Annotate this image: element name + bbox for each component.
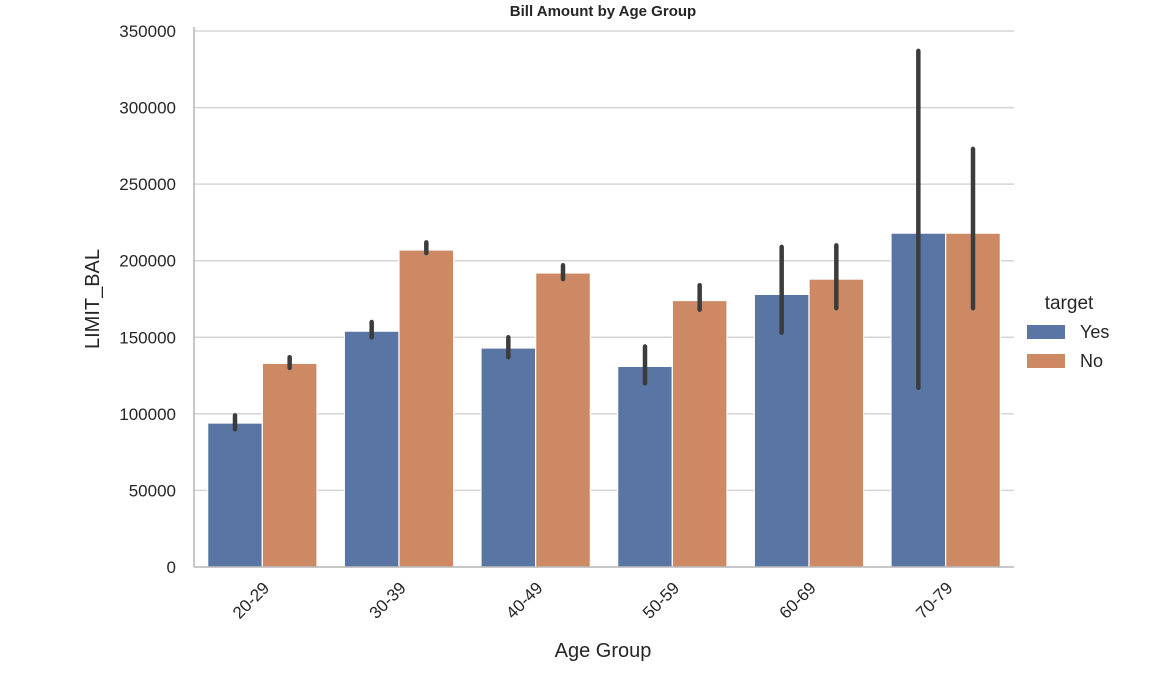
x-tick-label: 40-49 [502, 578, 546, 622]
grid-lines [194, 30, 1014, 492]
legend-swatch-no [1027, 354, 1065, 368]
bar-no-30-39 [398, 249, 455, 568]
bars [207, 232, 1001, 568]
y-tick-label: 100000 [119, 405, 176, 424]
legend-swatch-yes [1027, 325, 1065, 339]
y-tick-label: 50000 [129, 481, 176, 500]
bar-yes-60-69 [753, 293, 810, 568]
y-tick-labels: 0 50000 100000 150000 200000 250000 300000 3500… [119, 22, 176, 577]
chart-title: Bill Amount by Age Group [510, 3, 696, 20]
x-tick-label: 20-29 [229, 578, 273, 622]
legend: target Yes No [1027, 293, 1109, 371]
bar-yes-40-49 [480, 347, 537, 568]
bar-no-50-59 [671, 299, 728, 568]
y-tick-label: 150000 [119, 328, 176, 347]
x-axis-title: Age Group [555, 640, 652, 662]
x-tick-labels: 20-29 30-39 40-49 50-59 60-69 70-79 [229, 578, 957, 622]
legend-label-yes: Yes [1080, 322, 1109, 342]
bar-yes-20-29 [207, 422, 263, 568]
legend-title: target [1045, 293, 1094, 314]
y-tick-label: 300000 [119, 99, 176, 118]
legend-label-no: No [1080, 351, 1103, 371]
bar-no-60-69 [808, 278, 865, 568]
error-bars [232, 48, 976, 432]
bar-no-20-29 [261, 362, 318, 568]
y-tick-label: 0 [167, 558, 176, 577]
y-axis-title: LIMIT_BAL [82, 249, 104, 349]
x-tick-label: 50-59 [639, 578, 683, 622]
bar-yes-50-59 [617, 365, 673, 568]
x-tick-label: 70-79 [912, 578, 956, 622]
x-tick-label: 60-69 [776, 578, 820, 622]
x-tick-label: 30-39 [366, 578, 410, 622]
bar-yes-30-39 [343, 330, 400, 568]
axes [193, 27, 1014, 568]
y-tick-label: 250000 [119, 175, 176, 194]
y-tick-label: 350000 [119, 22, 176, 41]
bar-no-40-49 [535, 272, 591, 568]
y-tick-label: 200000 [119, 252, 176, 271]
